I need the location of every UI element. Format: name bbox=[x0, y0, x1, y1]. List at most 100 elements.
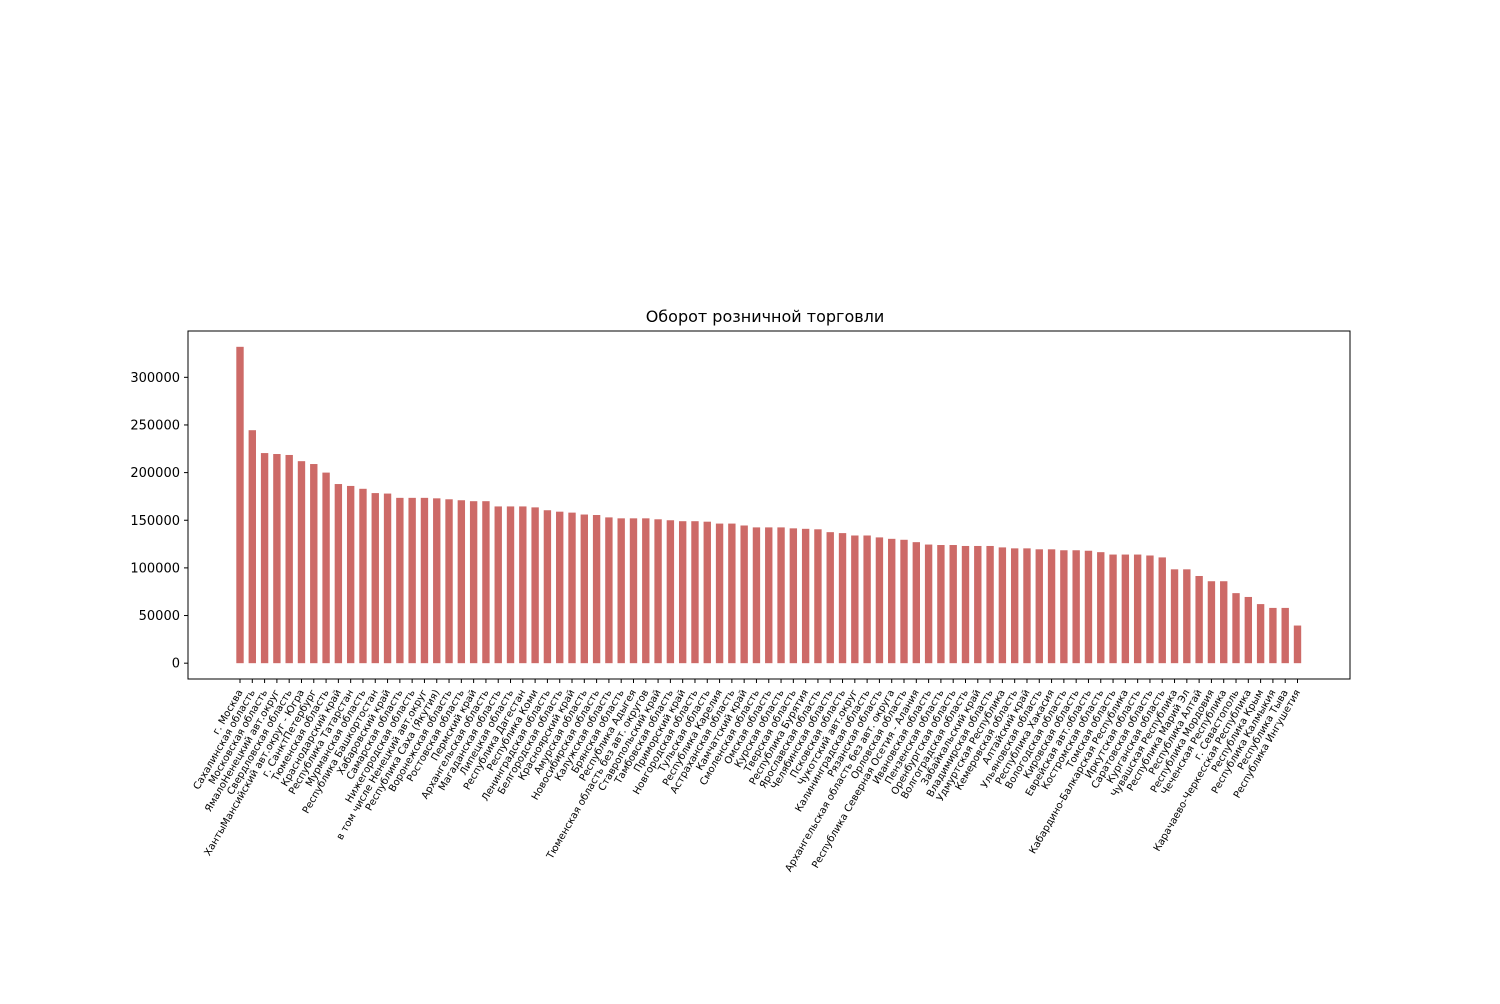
bar bbox=[543, 510, 552, 664]
bar bbox=[666, 520, 675, 664]
plot-frame bbox=[187, 330, 1351, 680]
bar bbox=[838, 533, 847, 664]
y-tick-label: 250000 bbox=[130, 418, 180, 433]
chart-title: Оборот розничной торговли bbox=[646, 307, 885, 326]
bar bbox=[359, 488, 367, 664]
bar bbox=[777, 527, 785, 664]
y-tick-label: 50000 bbox=[139, 609, 180, 624]
bar bbox=[678, 521, 687, 664]
bar bbox=[1220, 581, 1228, 664]
bar bbox=[1207, 581, 1216, 664]
bar bbox=[1121, 554, 1130, 664]
bar bbox=[851, 535, 859, 664]
bar bbox=[297, 461, 306, 664]
y-tick-label: 150000 bbox=[130, 514, 180, 529]
bar bbox=[937, 545, 945, 664]
bars-group bbox=[236, 346, 1302, 664]
bar bbox=[691, 521, 699, 664]
bar bbox=[986, 545, 994, 664]
bar bbox=[863, 535, 871, 664]
bar bbox=[592, 515, 601, 664]
bar bbox=[1035, 549, 1043, 664]
bar bbox=[789, 528, 798, 664]
bar bbox=[1010, 548, 1019, 664]
bar bbox=[912, 542, 920, 664]
bar bbox=[1133, 554, 1142, 664]
bar bbox=[494, 506, 502, 664]
bar bbox=[1023, 548, 1031, 664]
bar bbox=[1047, 549, 1056, 664]
bar bbox=[728, 523, 736, 664]
bar bbox=[888, 538, 896, 664]
bar bbox=[801, 528, 810, 664]
bar bbox=[1158, 557, 1166, 664]
bar bbox=[531, 507, 539, 664]
y-tick-label: 200000 bbox=[130, 466, 180, 481]
bar bbox=[998, 547, 1007, 664]
bar bbox=[273, 454, 281, 664]
bar bbox=[703, 521, 711, 664]
bar bbox=[1256, 604, 1265, 664]
bar bbox=[1244, 596, 1253, 664]
bar bbox=[482, 501, 490, 664]
y-tick-label: 300000 bbox=[130, 371, 180, 386]
bar bbox=[642, 518, 650, 664]
y-tick-label: 0 bbox=[172, 657, 180, 672]
bar bbox=[1269, 607, 1277, 664]
bar bbox=[617, 518, 625, 664]
bar bbox=[629, 518, 638, 664]
y-tick-label: 100000 bbox=[130, 561, 180, 576]
bar bbox=[654, 519, 662, 664]
bar bbox=[371, 493, 379, 664]
bar bbox=[1072, 550, 1080, 664]
bar bbox=[875, 537, 884, 664]
bar bbox=[568, 512, 576, 664]
bar bbox=[765, 527, 773, 664]
bar bbox=[900, 539, 908, 664]
bar bbox=[740, 525, 748, 664]
bar bbox=[457, 500, 466, 664]
bar bbox=[1281, 607, 1289, 664]
bar bbox=[1195, 575, 1203, 664]
bar bbox=[396, 497, 404, 664]
bar bbox=[974, 545, 982, 664]
bar bbox=[580, 514, 588, 664]
bar bbox=[248, 430, 256, 664]
bar bbox=[334, 484, 343, 664]
bar bbox=[383, 493, 392, 664]
bar bbox=[445, 499, 453, 664]
bar bbox=[420, 497, 429, 664]
bar bbox=[260, 453, 269, 664]
bar bbox=[1097, 552, 1105, 664]
bar bbox=[1170, 569, 1179, 664]
bar bbox=[1109, 554, 1117, 664]
bar bbox=[924, 544, 933, 664]
bar bbox=[949, 545, 957, 664]
bar bbox=[285, 454, 293, 664]
bar bbox=[1232, 593, 1240, 664]
bar bbox=[605, 517, 613, 664]
bar bbox=[346, 485, 355, 664]
bar bbox=[236, 346, 244, 664]
bar bbox=[961, 545, 970, 664]
bar bbox=[556, 511, 564, 664]
bar bbox=[1183, 569, 1191, 664]
bar bbox=[1146, 555, 1154, 664]
bar bbox=[519, 506, 527, 664]
bar bbox=[433, 498, 441, 664]
bar bbox=[322, 472, 330, 664]
bar bbox=[408, 497, 416, 664]
bar bbox=[826, 532, 834, 664]
y-axis: 0 50000 100000 150000 200000 250000 300000 bbox=[130, 371, 188, 672]
bar bbox=[752, 527, 761, 664]
bar bbox=[814, 529, 822, 664]
bar bbox=[469, 501, 478, 664]
bar bbox=[506, 506, 515, 664]
bar bbox=[1060, 550, 1068, 664]
bar bbox=[1084, 550, 1093, 664]
bar bbox=[310, 464, 318, 664]
bar bbox=[1293, 625, 1302, 664]
